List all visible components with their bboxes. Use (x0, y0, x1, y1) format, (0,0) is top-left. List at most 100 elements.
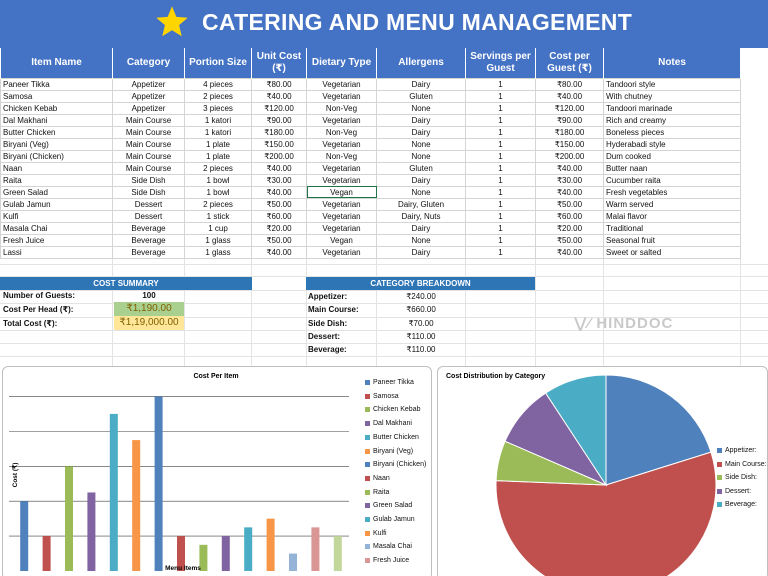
table-cell[interactable]: Side Dish (112, 173, 185, 187)
table-cell[interactable]: Lassi (0, 245, 113, 259)
table-cell[interactable]: Dairy (376, 125, 466, 139)
bar[interactable] (333, 536, 342, 571)
table-cell[interactable]: 1 (465, 101, 536, 115)
cost-per-head-cell[interactable]: ₹1,190.00 (114, 302, 184, 316)
legend-item[interactable]: Dal Makhani (365, 420, 412, 427)
table-cell[interactable]: 1 (465, 185, 536, 199)
bar[interactable] (65, 466, 73, 571)
table-cell[interactable]: 1 plate (184, 149, 252, 163)
table-cell[interactable]: ₹180.00 (535, 125, 604, 139)
table-cell[interactable]: Main Course (112, 125, 185, 139)
table-cell[interactable]: Boneless pieces (603, 125, 741, 139)
table-cell[interactable]: 1 (465, 245, 536, 259)
category-value[interactable]: ₹240.00 (406, 292, 436, 301)
legend-item[interactable]: Beverage: (717, 501, 757, 508)
table-cell[interactable]: 1 (465, 77, 536, 91)
table-cell[interactable]: Fresh vegetables (603, 185, 741, 199)
legend-item[interactable]: Fresh Juice (365, 557, 409, 564)
column-header[interactable]: Cost per Guest (₹) (535, 48, 604, 78)
table-cell[interactable]: Beverage (112, 245, 185, 259)
table-cell[interactable]: 4 pieces (184, 77, 252, 91)
table-cell[interactable]: 1 glass (184, 233, 252, 247)
table-cell[interactable]: Appetizer (112, 77, 185, 91)
table-cell[interactable]: Chicken Kebab (0, 101, 113, 115)
table-cell[interactable]: Vegetarian (306, 245, 377, 259)
legend-item[interactable]: Biryani (Veg) (365, 448, 413, 455)
table-cell[interactable]: Malai flavor (603, 209, 741, 223)
table-cell[interactable]: 1 (465, 161, 536, 175)
table-cell[interactable]: Main Course (112, 149, 185, 163)
guests-value[interactable]: 100 (142, 291, 156, 300)
bar[interactable] (20, 501, 29, 571)
table-cell[interactable]: 1 stick (184, 209, 252, 223)
table-cell[interactable]: 1 cup (184, 221, 252, 235)
table-cell[interactable]: Biryani (Veg) (0, 137, 113, 151)
table-cell[interactable]: Beverage (112, 233, 185, 247)
table-cell[interactable]: 1 katori (184, 125, 252, 139)
table-cell[interactable]: ₹180.00 (251, 125, 307, 139)
table-cell[interactable]: Cucumber raita (603, 173, 741, 187)
table-cell[interactable]: 1 (465, 221, 536, 235)
bar[interactable] (244, 527, 253, 571)
column-header[interactable]: Servings per Guest (465, 48, 536, 78)
table-cell[interactable]: 1 (465, 89, 536, 103)
table-cell[interactable]: Vegan (306, 233, 377, 247)
table-cell[interactable]: Butter Chicken (0, 125, 113, 139)
table-cell[interactable]: 1 (465, 173, 536, 187)
table-cell[interactable]: 1 (465, 113, 536, 127)
table-cell[interactable]: ₹30.00 (251, 173, 307, 187)
table-cell[interactable]: ₹50.00 (251, 197, 307, 211)
table-cell[interactable]: Main Course (112, 137, 185, 151)
table-cell[interactable]: Naan (0, 161, 113, 175)
column-header[interactable]: Notes (603, 48, 741, 78)
table-cell[interactable]: Non-Veg (306, 101, 377, 115)
table-cell[interactable]: Samosa (0, 89, 113, 103)
table-cell[interactable]: Paneer Tikka (0, 77, 113, 91)
table-cell[interactable]: Vegetarian (306, 173, 377, 187)
column-header[interactable]: Dietary Type (306, 48, 377, 78)
bar[interactable] (311, 527, 320, 571)
table-cell[interactable]: Sweet or salted (603, 245, 741, 259)
table-cell[interactable]: ₹80.00 (251, 77, 307, 91)
table-cell[interactable]: ₹120.00 (251, 101, 307, 115)
table-cell[interactable]: Dessert (112, 197, 185, 211)
table-cell[interactable]: 1 glass (184, 245, 252, 259)
table-cell[interactable]: ₹60.00 (251, 209, 307, 223)
table-cell[interactable]: Non-Veg (306, 125, 377, 139)
column-header[interactable]: Item Name (0, 48, 113, 78)
table-cell[interactable]: ₹120.00 (535, 101, 604, 115)
table-cell[interactable]: ₹40.00 (251, 89, 307, 103)
table-cell[interactable]: ₹40.00 (535, 245, 604, 259)
column-header[interactable]: Allergens (376, 48, 466, 78)
total-cost-cell[interactable]: ₹1,19,000.00 (114, 316, 184, 330)
category-value[interactable]: ₹110.00 (406, 331, 436, 341)
table-cell[interactable]: ₹150.00 (535, 137, 604, 151)
bar[interactable] (42, 536, 51, 571)
legend-item[interactable]: Side Dish: (717, 474, 757, 481)
table-cell[interactable]: Tandoori style (603, 77, 741, 91)
table-cell[interactable]: None (376, 233, 466, 247)
legend-item[interactable]: Chicken Kebab (365, 406, 420, 413)
table-cell[interactable]: Dairy (376, 221, 466, 235)
table-cell[interactable]: ₹200.00 (251, 149, 307, 163)
table-cell[interactable]: 1 (465, 197, 536, 211)
legend-item[interactable]: Naan (365, 475, 390, 482)
table-cell[interactable]: ₹30.00 (535, 173, 604, 187)
bar[interactable] (87, 492, 96, 571)
table-cell[interactable]: Dal Makhani (0, 113, 113, 127)
table-cell[interactable]: Traditional (603, 221, 741, 235)
table-cell[interactable]: Vegan (306, 185, 377, 199)
table-cell[interactable]: ₹50.00 (535, 233, 604, 247)
table-cell[interactable]: ₹20.00 (251, 221, 307, 235)
table-cell[interactable]: 1 (465, 233, 536, 247)
category-value[interactable]: ₹110.00 (406, 345, 436, 355)
legend-item[interactable]: Appetizer: (717, 447, 757, 454)
table-cell[interactable]: Side Dish (112, 185, 185, 199)
table-cell[interactable]: 1 (465, 137, 536, 151)
table-cell[interactable]: Warm served (603, 197, 741, 211)
bar[interactable] (132, 440, 141, 571)
table-cell[interactable]: Vegetarian (306, 89, 377, 103)
pie-slice[interactable] (544, 374, 607, 487)
table-cell[interactable]: ₹40.00 (251, 161, 307, 175)
table-cell[interactable]: ₹150.00 (251, 137, 307, 151)
